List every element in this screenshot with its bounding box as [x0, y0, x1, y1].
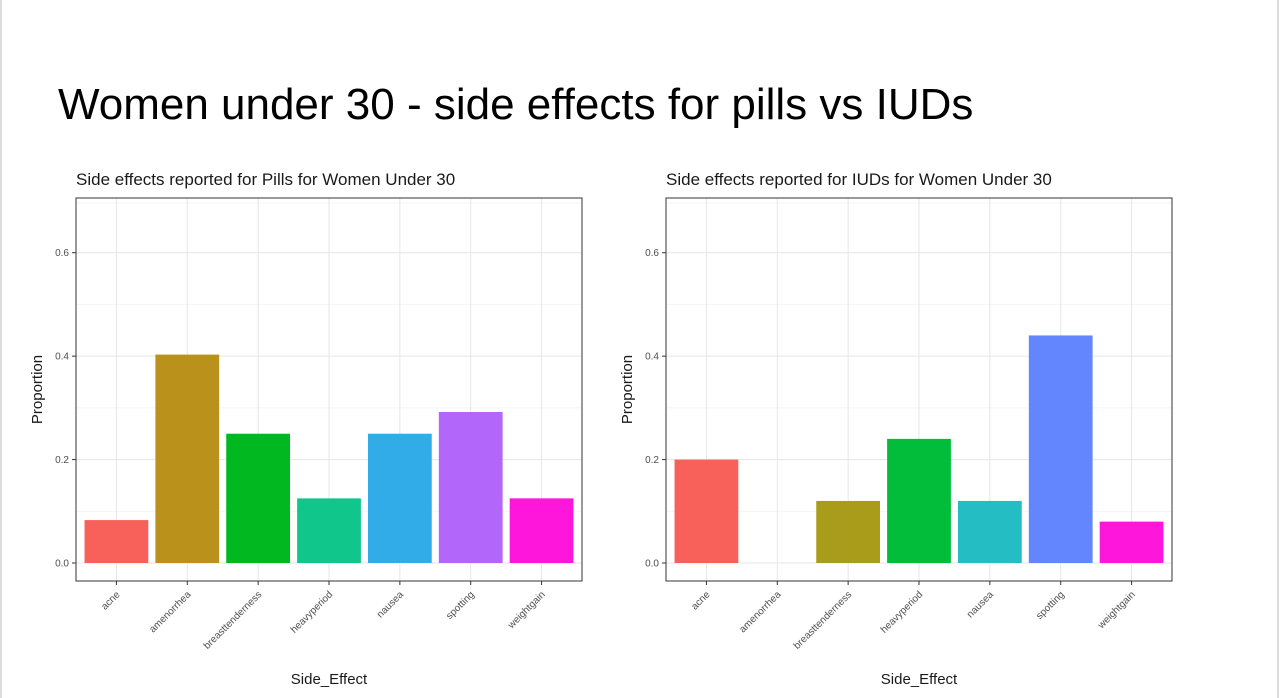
x-axis-label: Side_Effect: [291, 671, 368, 688]
x-tick-label-acne: acne: [99, 589, 122, 612]
bar-acne: [674, 459, 739, 563]
chart-title: Side effects reported for IUDs for Women…: [666, 170, 1052, 189]
x-tick-label-breasttenderness: breasttenderness: [202, 589, 264, 651]
y-tick-label: 0.0: [55, 559, 69, 570]
x-tick-label-amenorrhea: amenorrhea: [738, 589, 784, 635]
bar-weightgain: [509, 498, 574, 563]
x-tick-label-spotting: spotting: [444, 589, 477, 622]
x-tick-label-spotting: spotting: [1034, 589, 1067, 622]
y-tick-label: 0.6: [55, 248, 69, 259]
bar-heavyperiod: [887, 438, 951, 563]
x-tick-label-acne: acne: [689, 589, 712, 612]
iuds-chart: Side effects reported for IUDs for Women…: [619, 170, 1173, 688]
y-axis-label: Proportion: [29, 355, 46, 424]
bar-spotting: [1028, 335, 1093, 563]
bar-acne: [84, 520, 149, 563]
chart-title: Side effects reported for Pills for Wome…: [76, 170, 455, 189]
x-tick-label-weightgain: weightgain: [1095, 589, 1137, 631]
bar-breasttenderness: [226, 433, 291, 563]
slide-title: Women under 30 - side effects for pills …: [58, 80, 974, 129]
bar-breasttenderness: [816, 500, 881, 563]
x-tick-label-nausea: nausea: [375, 589, 406, 620]
x-tick-label-weightgain: weightgain: [505, 589, 547, 631]
x-tick-label-heavyperiod: heavyperiod: [289, 589, 335, 635]
bar-spotting: [438, 411, 503, 563]
y-tick-label: 0.4: [55, 352, 69, 363]
pills-chart: Side effects reported for Pills for Wome…: [29, 170, 583, 688]
y-tick-label: 0.6: [645, 248, 659, 259]
bar-nausea: [367, 433, 432, 563]
x-axis-label: Side_Effect: [881, 671, 958, 688]
y-tick-label: 0.4: [645, 352, 659, 363]
x-tick-label-heavyperiod: heavyperiod: [879, 589, 925, 635]
y-axis-label: Proportion: [619, 355, 636, 424]
y-tick-label: 0.2: [645, 455, 659, 466]
x-tick-label-nausea: nausea: [965, 589, 996, 620]
x-tick-label-amenorrhea: amenorrhea: [148, 589, 194, 635]
y-tick-label: 0.2: [55, 455, 69, 466]
bar-weightgain: [1099, 521, 1164, 563]
x-tick-label-breasttenderness: breasttenderness: [792, 589, 854, 651]
bar-nausea: [957, 500, 1022, 563]
bar-amenorrhea: [155, 354, 220, 563]
y-tick-label: 0.0: [645, 559, 659, 570]
bar-heavyperiod: [297, 498, 361, 563]
